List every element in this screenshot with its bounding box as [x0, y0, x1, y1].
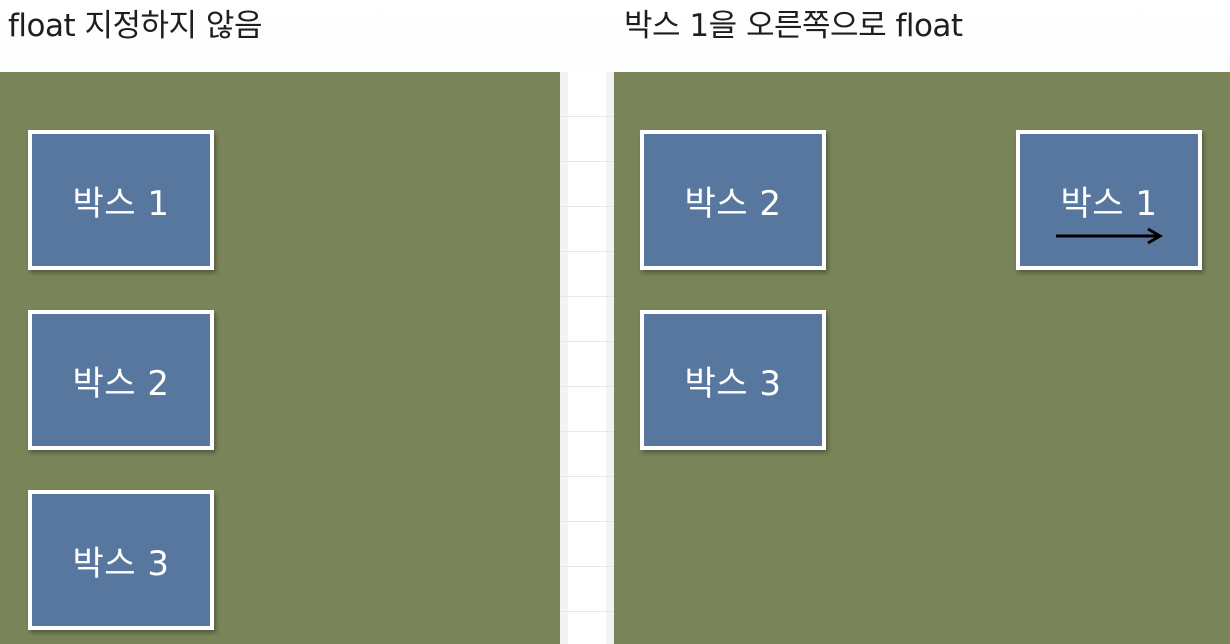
box-2-right: 박스 2: [640, 130, 826, 270]
box-1-left: 박스 1: [28, 130, 214, 270]
title-float-right: 박스 1을 오른쪽으로 float: [624, 8, 963, 44]
right-arrow-icon: [1056, 227, 1163, 245]
box-3-left: 박스 3: [28, 490, 214, 630]
box-label: 박스 2: [72, 363, 170, 404]
panel-float-right: 박스 2 박스 3 박스 1: [614, 72, 1230, 644]
box-3-right: 박스 3: [640, 310, 826, 450]
box-label: 박스 3: [684, 363, 782, 404]
box-label: 박스 1: [72, 183, 170, 224]
title-no-float: float 지정하지 않음: [8, 8, 262, 44]
box-label: 박스 3: [72, 543, 170, 584]
box-label: 박스 1: [1060, 183, 1158, 224]
box-label: 박스 2: [684, 183, 782, 224]
panel-gutter: [560, 72, 614, 644]
panel-no-float: 박스 1 박스 2 박스 3: [0, 72, 560, 644]
box-1-floated-right: 박스 1: [1016, 130, 1202, 270]
box-2-left: 박스 2: [28, 310, 214, 450]
